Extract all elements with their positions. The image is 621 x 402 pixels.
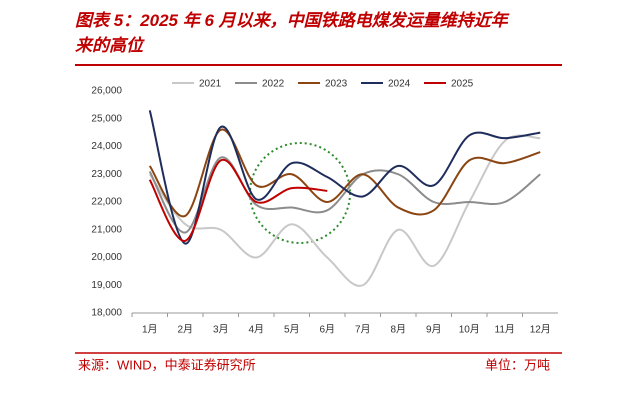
x-tick-label: 1月 bbox=[142, 324, 158, 336]
unit: 单位：万吨 bbox=[485, 357, 550, 372]
legend-label: 2023 bbox=[325, 79, 348, 90]
x-tick-label: 7月 bbox=[355, 324, 371, 336]
y-tick-label: 21,000 bbox=[91, 224, 122, 235]
x-tick-label: 3月 bbox=[213, 324, 229, 336]
y-tick-label: 18,000 bbox=[91, 308, 122, 319]
x-tick-label: 8月 bbox=[390, 324, 406, 336]
line-series bbox=[148, 158, 328, 242]
x-tick-label: 6月 bbox=[319, 324, 335, 336]
legend-label: 2024 bbox=[388, 79, 411, 90]
y-tick-label: 19,000 bbox=[91, 280, 122, 291]
y-tick-label: 23,000 bbox=[91, 169, 122, 180]
y-tick-label: 25,000 bbox=[91, 113, 122, 124]
legend-label: 2025 bbox=[451, 79, 474, 90]
x-tick-label: 5月 bbox=[284, 324, 300, 336]
line-series bbox=[148, 134, 541, 287]
x-tick-label: 10月 bbox=[459, 324, 480, 336]
source: 来源：WIND，中泰证券研究所 bbox=[78, 357, 256, 372]
legend-label: 2021 bbox=[199, 79, 222, 90]
y-tick-label: 22,000 bbox=[91, 197, 122, 208]
line-series bbox=[148, 156, 541, 234]
x-tick-label: 11月 bbox=[495, 324, 515, 336]
x-tick-label: 4月 bbox=[248, 324, 264, 336]
chart-title: 图表 5：2025 年 6 月以来，中国铁路电煤发运量维持近年来的高位 bbox=[75, 11, 510, 55]
y-tick-label: 24,000 bbox=[91, 141, 122, 152]
legend-label: 2022 bbox=[262, 79, 285, 90]
line-series bbox=[148, 110, 541, 245]
y-tick-label: 20,000 bbox=[91, 252, 122, 263]
y-tick-label: 26,000 bbox=[91, 86, 122, 97]
x-tick-label: 12月 bbox=[530, 324, 551, 336]
x-tick-label: 2月 bbox=[177, 324, 193, 336]
line-series bbox=[148, 128, 541, 218]
x-tick-label: 9月 bbox=[426, 324, 442, 336]
